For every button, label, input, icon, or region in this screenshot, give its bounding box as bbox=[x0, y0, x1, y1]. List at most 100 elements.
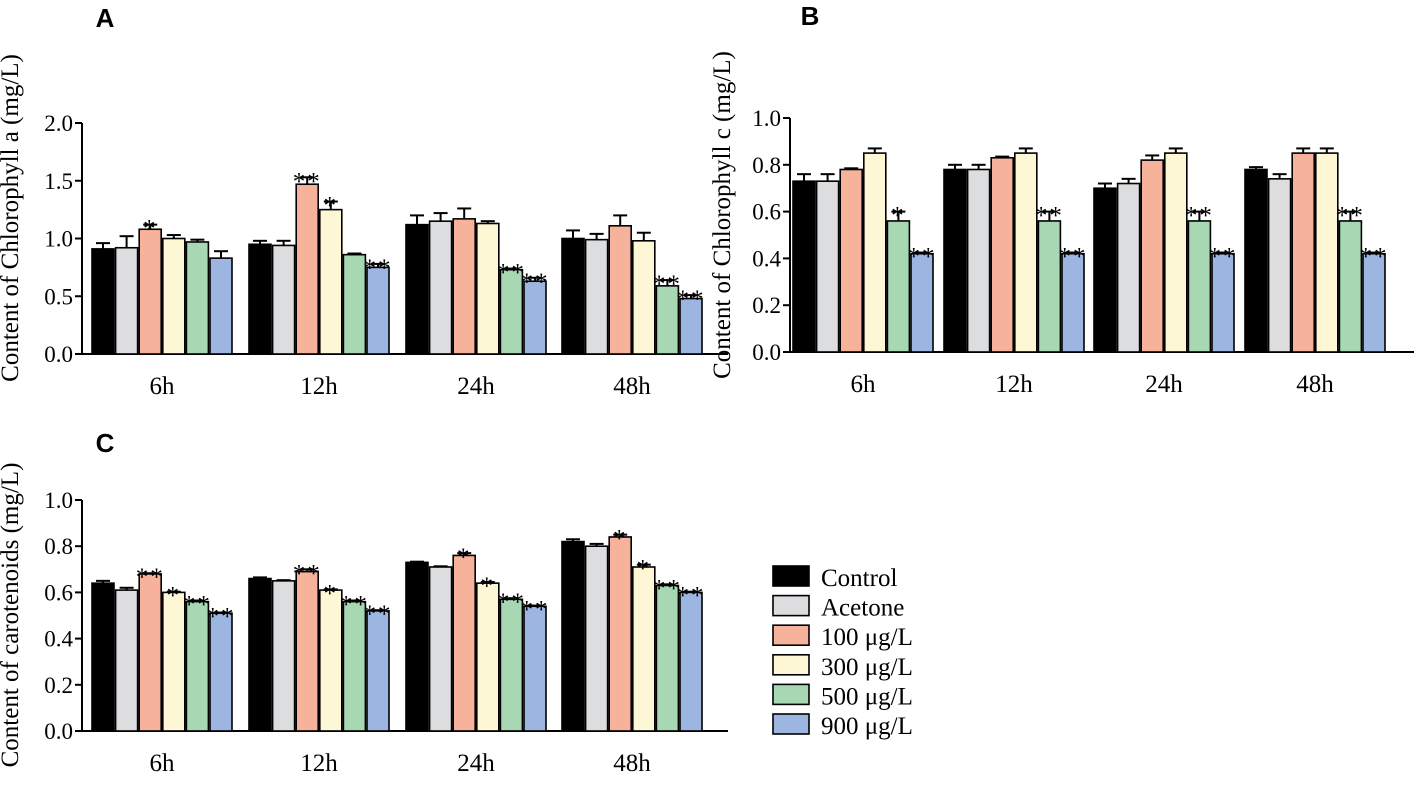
bar bbox=[1164, 152, 1188, 353]
panel-b: B Content of Chlorophyll c (mg/L) 0.0 0.2 0.… bbox=[709, 1, 1414, 398]
significance-mark: ** bbox=[1209, 244, 1238, 271]
y-tick-label: 0.6 bbox=[44, 580, 73, 605]
bar bbox=[1187, 220, 1212, 353]
significance-mark: ** bbox=[1360, 244, 1389, 271]
bar bbox=[608, 536, 633, 732]
bar bbox=[209, 257, 233, 355]
bar bbox=[631, 240, 656, 355]
y-tick-label: 0.8 bbox=[44, 534, 73, 559]
bar bbox=[475, 582, 500, 732]
bar bbox=[248, 243, 272, 355]
significance-mark: ** bbox=[908, 244, 937, 271]
bar bbox=[91, 248, 115, 355]
x-tick-label: 6h bbox=[851, 371, 877, 398]
significance-mark: * bbox=[637, 556, 652, 583]
bar bbox=[499, 598, 524, 732]
bar bbox=[608, 224, 633, 355]
y-tick-label: 0.4 bbox=[44, 627, 73, 652]
x-tick-label: 24h bbox=[1145, 371, 1183, 398]
bar bbox=[114, 246, 139, 355]
bar bbox=[1291, 152, 1315, 353]
bar bbox=[318, 589, 343, 732]
significance-mark: ** bbox=[521, 597, 550, 624]
x-tick-label: 6h bbox=[150, 750, 176, 777]
bar bbox=[792, 180, 816, 353]
bar bbox=[584, 545, 609, 732]
significance-mark: ** bbox=[364, 601, 393, 628]
significance-mark: ** bbox=[136, 564, 165, 591]
bar bbox=[862, 152, 887, 353]
bar bbox=[452, 218, 477, 355]
significance-mark: ** bbox=[677, 583, 706, 610]
y-tick-label: 0.8 bbox=[752, 153, 781, 178]
bar bbox=[162, 237, 186, 355]
panel-c: C Content of carotenoids (mg/L) 0.0 0.2 0.4 0… bbox=[0, 428, 728, 777]
significance-mark: * bbox=[324, 193, 339, 220]
significance-mark: ** bbox=[521, 269, 550, 296]
legend-swatch bbox=[772, 683, 810, 706]
bar bbox=[271, 244, 296, 355]
bar bbox=[209, 612, 233, 732]
legend-entry: 500 μg/L bbox=[821, 683, 913, 710]
y-tick-label: 1.0 bbox=[752, 106, 781, 131]
bar bbox=[138, 573, 162, 732]
significance-mark: ** bbox=[293, 560, 322, 587]
legend-entry: 900 μg/L bbox=[821, 713, 913, 740]
legend-entry: 300 μg/L bbox=[821, 654, 913, 681]
bar bbox=[966, 168, 991, 353]
bar bbox=[1116, 182, 1141, 353]
significance-mark: ** bbox=[293, 168, 322, 195]
y-tick-label: 0.0 bbox=[752, 340, 781, 365]
bar bbox=[1315, 152, 1339, 353]
significance-mark: ** bbox=[207, 603, 236, 630]
bar bbox=[342, 253, 367, 355]
legend-swatch bbox=[772, 565, 810, 587]
x-tick-label: 12h bbox=[300, 373, 338, 400]
bar bbox=[1140, 159, 1164, 353]
bar bbox=[295, 183, 320, 355]
x-tick-label: 48h bbox=[613, 750, 651, 777]
bar bbox=[405, 223, 429, 355]
legend-entry: 100 μg/L bbox=[821, 624, 913, 651]
bar bbox=[452, 554, 477, 732]
y-tick-label: 0.0 bbox=[44, 342, 73, 367]
bar bbox=[428, 566, 453, 732]
y-tick-label: 1.0 bbox=[44, 227, 73, 252]
panel-letter: A bbox=[96, 3, 115, 33]
significance-mark: * bbox=[891, 203, 906, 230]
legend-entry: Control bbox=[821, 565, 897, 592]
legend-swatch bbox=[772, 594, 810, 617]
bar bbox=[318, 208, 343, 355]
bar bbox=[185, 600, 210, 732]
x-tick-label: 24h bbox=[457, 750, 495, 777]
significance-mark: ** bbox=[497, 589, 526, 616]
bar bbox=[523, 605, 547, 732]
significance-mark: * bbox=[324, 580, 339, 607]
bar bbox=[138, 228, 162, 355]
y-tick-label: 1.0 bbox=[44, 488, 73, 513]
significance-mark: ** bbox=[364, 255, 393, 282]
x-tick-label: 48h bbox=[1296, 371, 1334, 398]
significance-mark: ** bbox=[183, 591, 212, 618]
significance-mark: ** bbox=[653, 271, 682, 298]
bar bbox=[1244, 168, 1268, 353]
y-axis-title: Content of carotenoids (mg/L) bbox=[0, 463, 24, 768]
significance-mark: ** bbox=[340, 591, 369, 618]
significance-mark: ** bbox=[677, 286, 706, 313]
panel-letter: B bbox=[801, 1, 820, 31]
bar bbox=[561, 237, 585, 355]
legend-swatch bbox=[772, 653, 810, 676]
bar bbox=[185, 241, 210, 355]
panel-letter: C bbox=[96, 428, 115, 458]
bar bbox=[342, 600, 367, 732]
x-tick-label: 24h bbox=[457, 373, 495, 400]
y-axis-title: Content of Chlorophyll c (mg/L) bbox=[709, 51, 736, 379]
bar bbox=[91, 582, 115, 732]
legend-swatch bbox=[772, 624, 810, 647]
bar bbox=[1093, 187, 1117, 353]
bar bbox=[1267, 178, 1292, 353]
bar bbox=[631, 566, 656, 732]
bar bbox=[428, 220, 453, 355]
